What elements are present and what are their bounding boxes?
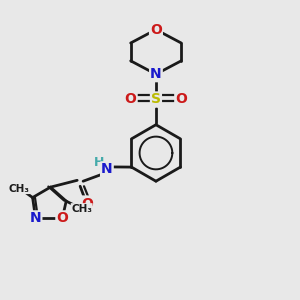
Text: O: O: [175, 92, 187, 106]
Text: O: O: [125, 92, 136, 106]
Text: O: O: [82, 196, 94, 211]
Text: H: H: [93, 156, 104, 169]
Text: CH₃: CH₃: [9, 184, 30, 194]
Text: N: N: [30, 212, 41, 225]
Text: CH₃: CH₃: [71, 204, 92, 214]
Text: N: N: [101, 162, 113, 176]
Text: O: O: [56, 212, 68, 225]
Text: O: O: [150, 22, 162, 37]
Text: N: N: [150, 67, 162, 81]
Text: S: S: [151, 92, 161, 106]
